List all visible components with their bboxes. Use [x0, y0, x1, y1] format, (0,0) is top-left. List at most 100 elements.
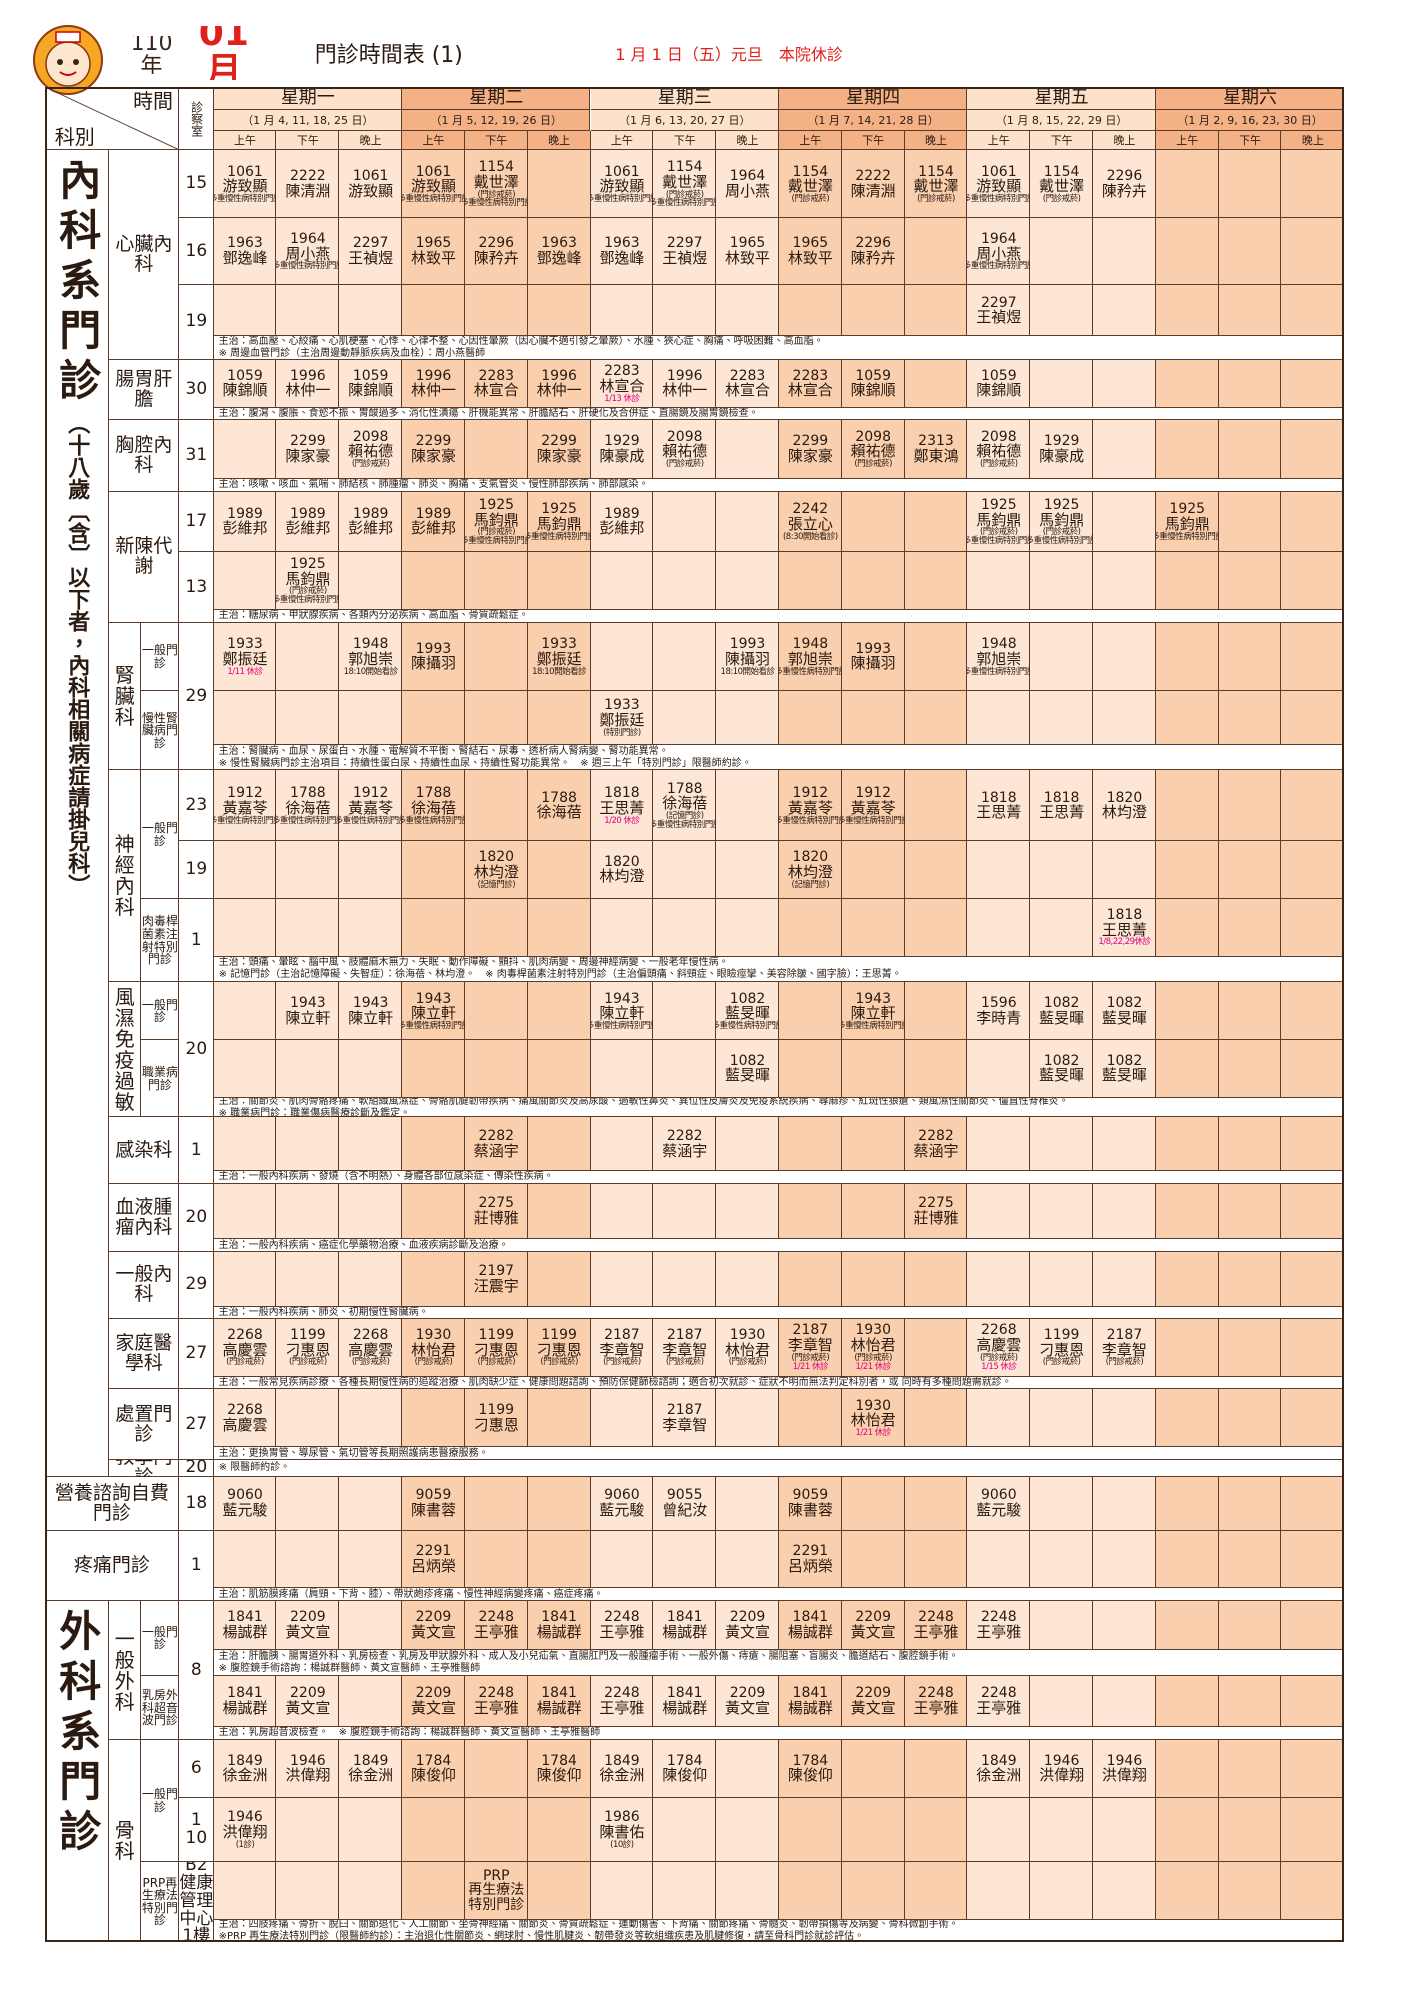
schedule-cell: 1989 彭維邦 [402, 491, 465, 553]
schedule-cell [339, 285, 403, 337]
cell-line: 1996 [415, 367, 452, 384]
schedule-cell [1281, 1675, 1345, 1728]
schedule-cell [1093, 359, 1156, 409]
schedule-cell: 1788 徐海蓓 [527, 770, 591, 842]
cell-line: (門診戒菸) [226, 1357, 264, 1368]
department: 心臟內科 [109, 150, 179, 359]
cell-line: 1818 [1106, 907, 1143, 924]
schedule-cell [778, 285, 842, 337]
schedule-cell [276, 690, 340, 745]
schedule-cell: 1930 林怡君 (門診戒菸) [716, 1318, 779, 1377]
room-number: 27 [179, 1319, 214, 1390]
cell-line: 藍旻暉 [1101, 1066, 1147, 1085]
schedule-cell: 1996 林仲一 [527, 359, 591, 409]
schedule-cell [716, 1389, 779, 1448]
schedule-cell [1281, 1797, 1345, 1862]
schedule-cell [1281, 982, 1345, 1041]
schedule-cell [1155, 982, 1219, 1041]
cell-line: 黃嘉苓 [348, 798, 394, 817]
schedule-cell: 1082 藍旻暉 [1093, 1040, 1156, 1098]
cell-line: 1154 [1043, 163, 1080, 180]
schedule-cell [1155, 622, 1219, 691]
cell-line: 1943 [415, 990, 452, 1007]
cell-line: 1784 [792, 1752, 829, 1769]
cell-line: 2275 [918, 1195, 954, 1212]
note-line: ※ 慢性腎臟病門診主治項目：持續性蛋白尿、持續性血尿、持續性腎功能異常。 ※ 週… [218, 757, 752, 769]
cell-line: 多重慢性病特別門診 [967, 261, 1030, 272]
schedule-cell [1155, 1183, 1219, 1240]
schedule-cell: 1841 楊誠群 [213, 1675, 277, 1728]
cell-line: 王亭雅 [976, 1698, 1022, 1717]
department: 處置門診 [109, 1389, 179, 1460]
notice: 1 月 1 日（五）元旦 本院休診 [615, 44, 843, 64]
cell-line: (門診戒菸) [1042, 527, 1081, 538]
schedule-cell: 1199 刁惠恩 [464, 1389, 528, 1448]
cell-line: 林宣合 [599, 376, 645, 395]
day-dates: （1 月 4, 11, 18, 25 日） [213, 110, 403, 131]
schedule-cell [464, 1530, 528, 1589]
cell-line: 戴世澤 [662, 172, 708, 191]
schedule-cell [276, 898, 340, 957]
schedule-cell [213, 690, 277, 745]
schedule-cell: 1912黃嘉苓多重慢性病特別門診 [213, 770, 277, 842]
schedule-cell [339, 1861, 403, 1920]
schedule-cell: 1820 林均澄 (記憶門診) [464, 841, 528, 899]
cell-line: 馬鈞鼎 [285, 569, 331, 588]
schedule-cell: 2248 王亭雅 [904, 1601, 968, 1651]
note: 主治：一般常見疾病診療、各種長期慢性病的追蹤治療、肌肉缺少症、健康問題諮詢、預防… [214, 1377, 1345, 1390]
schedule-cell [1218, 898, 1282, 957]
schedule-cell: 1154 戴世澤 (門診戒菸) [778, 150, 842, 219]
room-number: 29 [179, 623, 214, 771]
group-title: 外科系門診 [52, 1609, 102, 1860]
schedule-cell [778, 1183, 842, 1240]
schedule-cell [841, 1739, 905, 1798]
cell-line: 1061 [980, 163, 1017, 180]
room-number: 18 [179, 1477, 214, 1531]
cell-line: 1199 [478, 1326, 515, 1343]
schedule-cell [653, 982, 717, 1041]
schedule-cell: 2296 陳矜卉 [841, 218, 905, 286]
schedule-cell [1093, 1476, 1156, 1531]
sub-clinic: 一般門診 [141, 1740, 179, 1862]
schedule-cell [213, 285, 277, 337]
schedule-cell: 2297 王禎煜 [967, 285, 1031, 337]
sub-clinic: 慢性腎臟病門診 [141, 691, 179, 771]
schedule-cell [527, 898, 591, 957]
schedule-cell [967, 1797, 1031, 1862]
schedule-cell [1218, 1797, 1282, 1862]
cell-line: 1964 [290, 230, 326, 247]
schedule-cell [1155, 770, 1219, 842]
cell-line: 馬鈞鼎 [1039, 510, 1085, 529]
cell-line: 1925 [980, 496, 1017, 513]
note-line: 主治：咳嗽、咳血、氣喘、肺結核、肺腫瘤、肺炎、胸痛、支氣管炎、慢性肺部疾病、肺部… [218, 479, 649, 491]
cell-line: 2248 [604, 1685, 640, 1702]
note-line: 主治：頭痛、暈眩、腦中風、肢體麻木無力、失眠、動作障礙、顫抖、肌肉病變、周邊神經… [218, 957, 729, 969]
cell-line: 陳書蓉 [410, 1501, 456, 1520]
schedule-cell: 1929 陳豪成 [1030, 419, 1094, 479]
cell-line: 9055 [666, 1487, 703, 1504]
cell-line: 1059 [227, 367, 263, 384]
schedule-cell [716, 491, 779, 553]
schedule-cell [1093, 1251, 1156, 1308]
cell-line: 黃文宣 [725, 1623, 771, 1642]
schedule-cell: 2268 高慶雲 (門診戒菸) [213, 1318, 277, 1377]
cell-line: 多重慢性病特別門診 [276, 815, 339, 826]
cell-line: 李章智 [599, 1340, 645, 1359]
cell-line: 徐金洲 [976, 1766, 1022, 1785]
schedule-cell: 2248 王亭雅 [967, 1601, 1031, 1651]
schedule-cell [1218, 1251, 1282, 1308]
cell-line: 郭旭崇 [787, 649, 833, 668]
schedule-cell: 2209 黃文宣 [402, 1675, 465, 1728]
schedule-cell [653, 898, 717, 957]
schedule-cell [402, 690, 465, 745]
schedule-cell [213, 1861, 277, 1920]
cell-line: 1820 [792, 849, 829, 866]
schedule-cell [339, 1389, 403, 1448]
schedule-cell: 1154 戴世澤 (門診戒菸) [1030, 150, 1094, 219]
cell-line: 林均澄 [787, 862, 833, 881]
cell-line: 2297 [352, 235, 389, 252]
sub-clinic: 一般門診 [141, 770, 179, 898]
cell-line: 楊誠群 [222, 1623, 268, 1642]
schedule-cell: 1841 楊誠群 [527, 1601, 591, 1651]
cell-line: 1996 [290, 367, 326, 384]
